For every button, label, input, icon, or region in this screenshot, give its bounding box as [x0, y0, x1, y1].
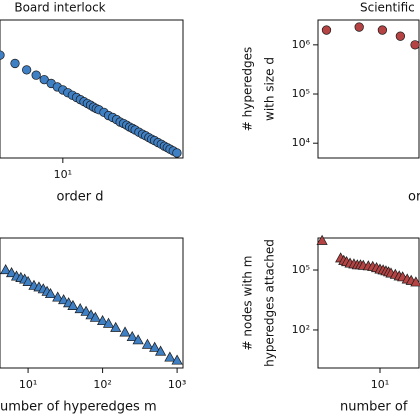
- data-point: [39, 74, 49, 85]
- data-point: [31, 70, 41, 80]
- data-point: [172, 148, 182, 158]
- data-point: [149, 341, 161, 352]
- data-point: [395, 31, 406, 41]
- x-tick-label: 10¹: [54, 168, 72, 181]
- data-point: [354, 22, 364, 32]
- data-point: [80, 305, 92, 316]
- x-tick-label: 10³: [168, 378, 186, 391]
- data-point: [164, 351, 176, 362]
- data-point: [126, 330, 138, 342]
- data-point: [102, 317, 115, 328]
- y-tick-label: 10²: [292, 323, 310, 336]
- data-point: [74, 303, 86, 314]
- y-tick-label: 10⁶: [292, 38, 311, 51]
- data-point: [132, 334, 144, 345]
- axes-frame: [0, 237, 184, 369]
- data-point: [0, 264, 12, 275]
- data-point: [377, 25, 388, 35]
- panel-title: Board interlock: [14, 1, 105, 15]
- data-point: [10, 58, 20, 69]
- data-point: [410, 40, 420, 50]
- data-point: [410, 276, 420, 287]
- data-point: [52, 291, 64, 302]
- axes-frame: [317, 237, 420, 369]
- data-point: [316, 234, 328, 245]
- x-tick-label: 10¹: [19, 378, 37, 391]
- y-axis-label: with size d: [263, 57, 277, 121]
- data-point: [44, 287, 57, 299]
- x-axis-label: umber of hyperedges m: [0, 400, 157, 415]
- data-point: [0, 50, 5, 60]
- y-tick-label: 10⁵: [292, 263, 310, 276]
- x-tick-label: 10¹: [371, 378, 389, 391]
- data-point: [119, 326, 131, 337]
- panel-title: Scientific: [360, 1, 415, 15]
- y-axis-label: hyperedges attached: [263, 239, 277, 367]
- y-tick-label: 10⁴: [292, 136, 311, 149]
- data-point: [58, 294, 70, 305]
- data-point: [321, 25, 332, 35]
- data-point: [22, 65, 32, 75]
- x-tick-label: 10²: [93, 378, 111, 391]
- x-axis-label: order d: [56, 190, 103, 205]
- y-tick-label: 10⁵: [292, 87, 310, 100]
- data-point: [154, 345, 167, 356]
- x-axis-label: number of: [340, 400, 408, 415]
- data-point: [110, 321, 122, 332]
- axes-frame: [0, 19, 184, 159]
- axes-frame: [317, 19, 420, 159]
- data-point: [141, 338, 154, 349]
- data-point: [96, 314, 109, 326]
- data-point: [5, 267, 18, 278]
- data-point: [171, 354, 183, 365]
- data-point: [89, 311, 101, 322]
- data-point: [67, 299, 79, 311]
- y-axis-label: # hyperedges: [241, 47, 255, 132]
- y-axis-label: # nodes with m: [241, 256, 255, 351]
- data-point: [22, 275, 34, 286]
- x-axis-label: or: [408, 190, 420, 205]
